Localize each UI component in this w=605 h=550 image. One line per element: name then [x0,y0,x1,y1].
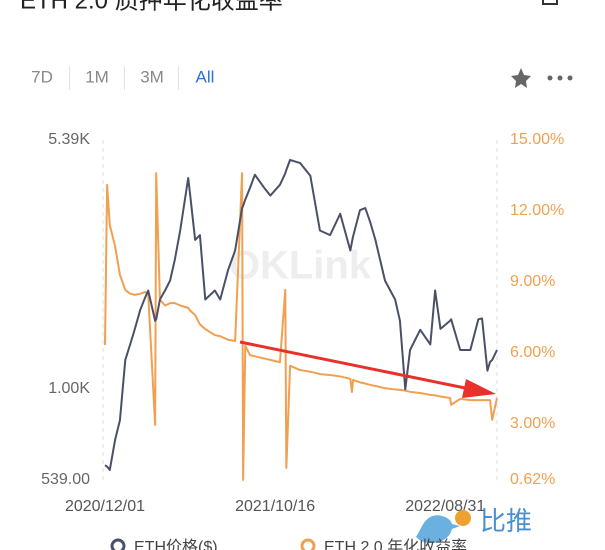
logo-coin [455,510,471,526]
y2-tick-label: 3.00% [510,415,555,432]
y2-tick-label: 12.00% [510,202,564,219]
legend-icon [110,538,126,550]
arrow-head [462,379,496,398]
series-line [104,158,498,471]
more-icon[interactable] [547,75,573,81]
tabs: 7D 1M 3M All [31,66,214,90]
legend-label: ETH价格($) [134,538,218,550]
x-tick-label: 2020/12/01 [65,498,145,515]
annotation-arrow [239,340,496,398]
plot: 539.00 1.00K 5.39K 0.62% 3.00% 6.00% 9.00% 12.0… [41,131,564,515]
logo-text: 比推 [480,506,532,536]
share-icon[interactable] [542,0,558,5]
arrow-shaft [239,340,471,391]
logo-bird [416,515,460,543]
favorite-icon[interactable] [511,68,531,88]
y2-tick-label: 9.00% [510,273,555,290]
tab[interactable]: 1M [85,67,109,86]
x-tick-label: 2021/10/16 [235,498,315,515]
y-tick-label: 1.00K [48,380,90,397]
y-tick-label: 539.00 [41,471,90,488]
logo: 比推 [416,506,532,543]
legend-label: ETH 2.0 年化收益率 [324,538,467,550]
y2-tick-label: 6.00% [510,344,555,361]
legend: ETH价格($) ETH 2.0 年化收益率 [110,538,467,550]
tab[interactable]: 7D [31,67,53,86]
x-tick-label: 2022/08/31 [405,498,485,515]
dot[interactable] [557,75,563,81]
watermark: OKLink [229,244,372,288]
tab[interactable]: 3M [140,67,164,86]
y-tick-label: 5.39K [48,131,90,148]
tab[interactable]: All [196,67,215,86]
y2-tick-label: 15.00% [510,131,564,148]
legend-icon [300,538,316,550]
dot[interactable] [547,75,553,81]
dot[interactable] [567,75,573,81]
page-title: ETH 2.0 质押年化收益率 [20,0,283,14]
series-line [104,172,498,481]
y2-tick-label: 0.62% [510,471,555,488]
